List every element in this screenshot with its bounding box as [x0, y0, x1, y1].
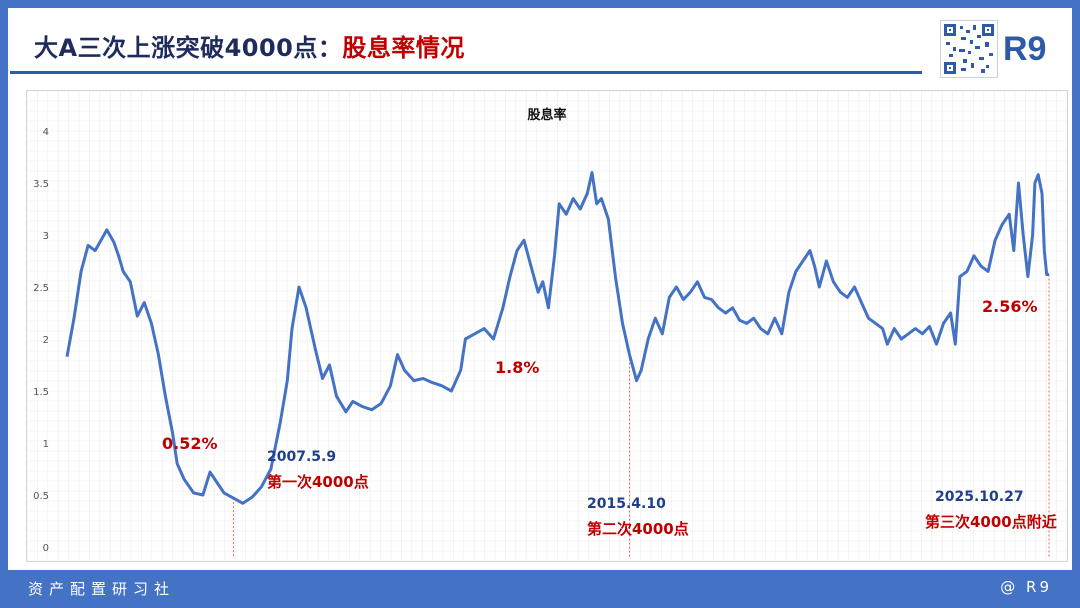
footer-org-name: 资产配置研习社 — [28, 580, 176, 598]
y-tick-label: 2.5 — [33, 283, 49, 294]
annotation-date-label: 2007.5.9 — [267, 449, 336, 465]
annotation-date-label: 2015.4.10 — [587, 496, 666, 512]
y-tick-label: 0.5 — [33, 491, 49, 502]
y-tick-label: 1.5 — [33, 387, 49, 398]
annotation-value-label: 1.8% — [495, 358, 539, 377]
y-tick-label: 3.5 — [33, 179, 49, 190]
annotation-value-label: 0.52% — [162, 434, 218, 453]
y-tick-label: 3 — [43, 231, 49, 242]
y-tick-label: 1 — [43, 439, 49, 450]
chart-title: 股息率 — [527, 107, 566, 123]
y-tick-label: 0 — [43, 543, 49, 554]
chart-area: 股息率 0 0.5 1 1.5 2 2.5 3 3.5 4 0.52% 2007.5.9 第一次4000… — [26, 90, 1068, 562]
annotation-date-label: 2025.10.27 — [935, 489, 1024, 505]
page-title: 大A三次上涨突破4000点：股息率情况 — [34, 28, 465, 63]
annotation-value-label: 2.56% — [982, 297, 1038, 316]
brand-logo: R9 — [1003, 30, 1047, 68]
y-tick-label: 4 — [43, 127, 49, 138]
footer-handle: @ R9 — [1000, 578, 1052, 596]
series-line-dividend-yield — [65, 171, 1049, 505]
y-tick-label: 2 — [43, 335, 49, 346]
qr-code-icon — [940, 20, 998, 78]
title-main: 大A三次上涨突破4000点： — [34, 34, 343, 62]
annotation-event-label: 第三次4000点附近 — [925, 513, 1057, 531]
slide: 大A三次上涨突破4000点：股息率情况 R9 股息率 0 0.5 1 1.5 2 2.5 3 3… — [8, 8, 1072, 570]
annotation-event-label: 第二次4000点 — [587, 520, 689, 538]
annotation-event-label: 第一次4000点 — [267, 473, 369, 491]
dividend-yield-chart: 股息率 0 0.5 1 1.5 2 2.5 3 3.5 4 0.52% 2007.5.9 第一次4000… — [27, 91, 1067, 561]
title-underline — [10, 71, 922, 74]
title-highlight: 股息率情况 — [342, 34, 465, 62]
